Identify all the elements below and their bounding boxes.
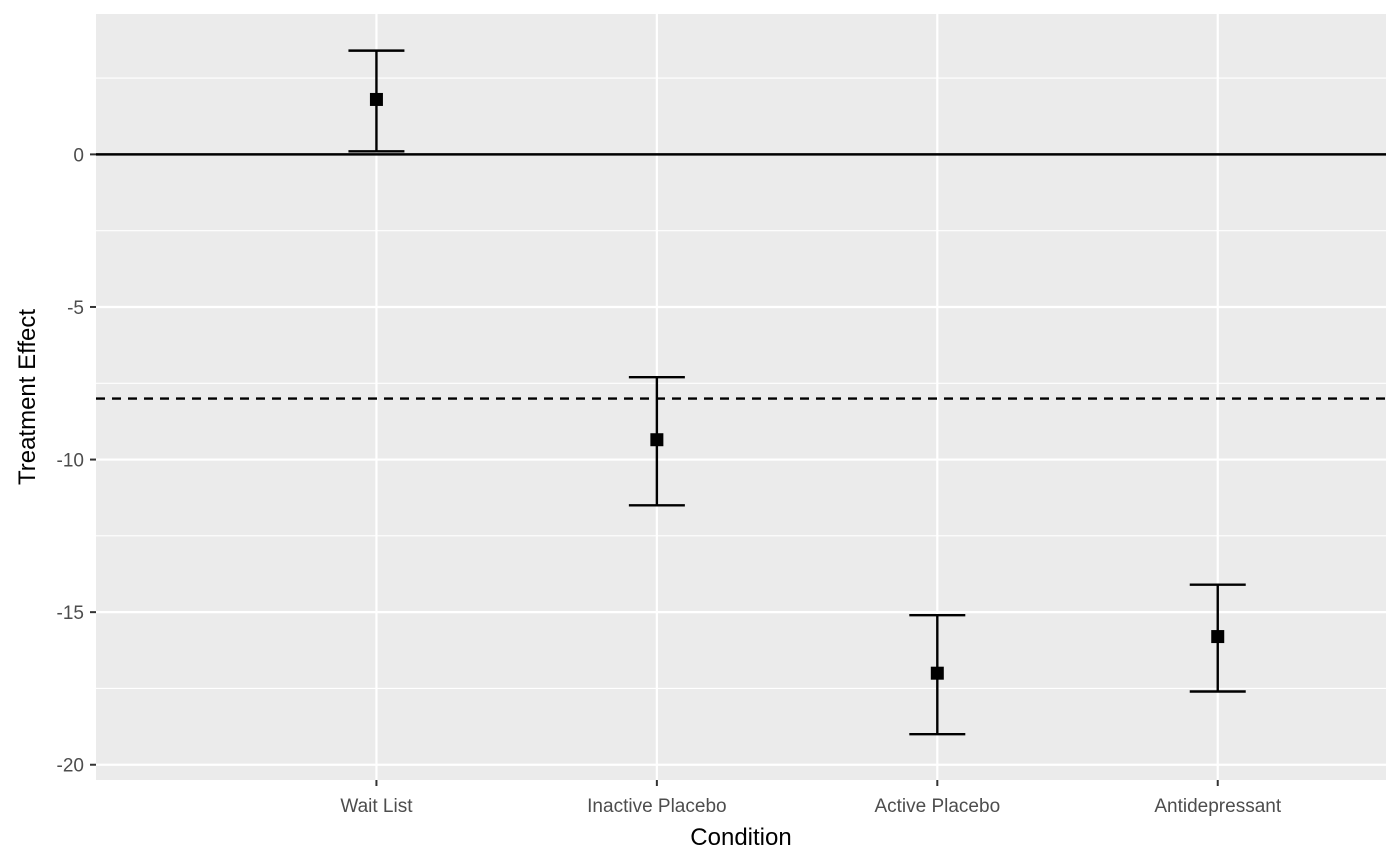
reference-lines [96, 153, 1386, 400]
y-axis-title: Treatment Effect [14, 309, 41, 485]
x-axis-ticks: Wait List Inactive Placebo Active Placebo A… [340, 780, 1282, 817]
plot-panel [96, 14, 1386, 780]
minor-gridlines [96, 77, 1386, 689]
data-point [930, 666, 944, 680]
y-tick-label: -10 [57, 451, 84, 472]
x-tick-label: Inactive Placebo [587, 796, 726, 817]
y-tick-label: -20 [57, 756, 84, 777]
y-tick-label: -15 [57, 603, 84, 624]
x-tick-label: Wait List [340, 796, 413, 817]
data-point [1211, 630, 1225, 644]
y-tick-label: -5 [67, 298, 84, 319]
x-axis-title: Condition [690, 824, 791, 851]
data-point [650, 433, 664, 447]
data-points [369, 92, 1225, 680]
y-axis-ticks: 0 -5 -10 -15 -20 [57, 145, 96, 777]
x-tick-label: Active Placebo [874, 796, 1000, 817]
data-point [369, 92, 383, 106]
x-tick-label: Antidepressant [1154, 796, 1281, 817]
y-tick-label: 0 [73, 145, 84, 166]
